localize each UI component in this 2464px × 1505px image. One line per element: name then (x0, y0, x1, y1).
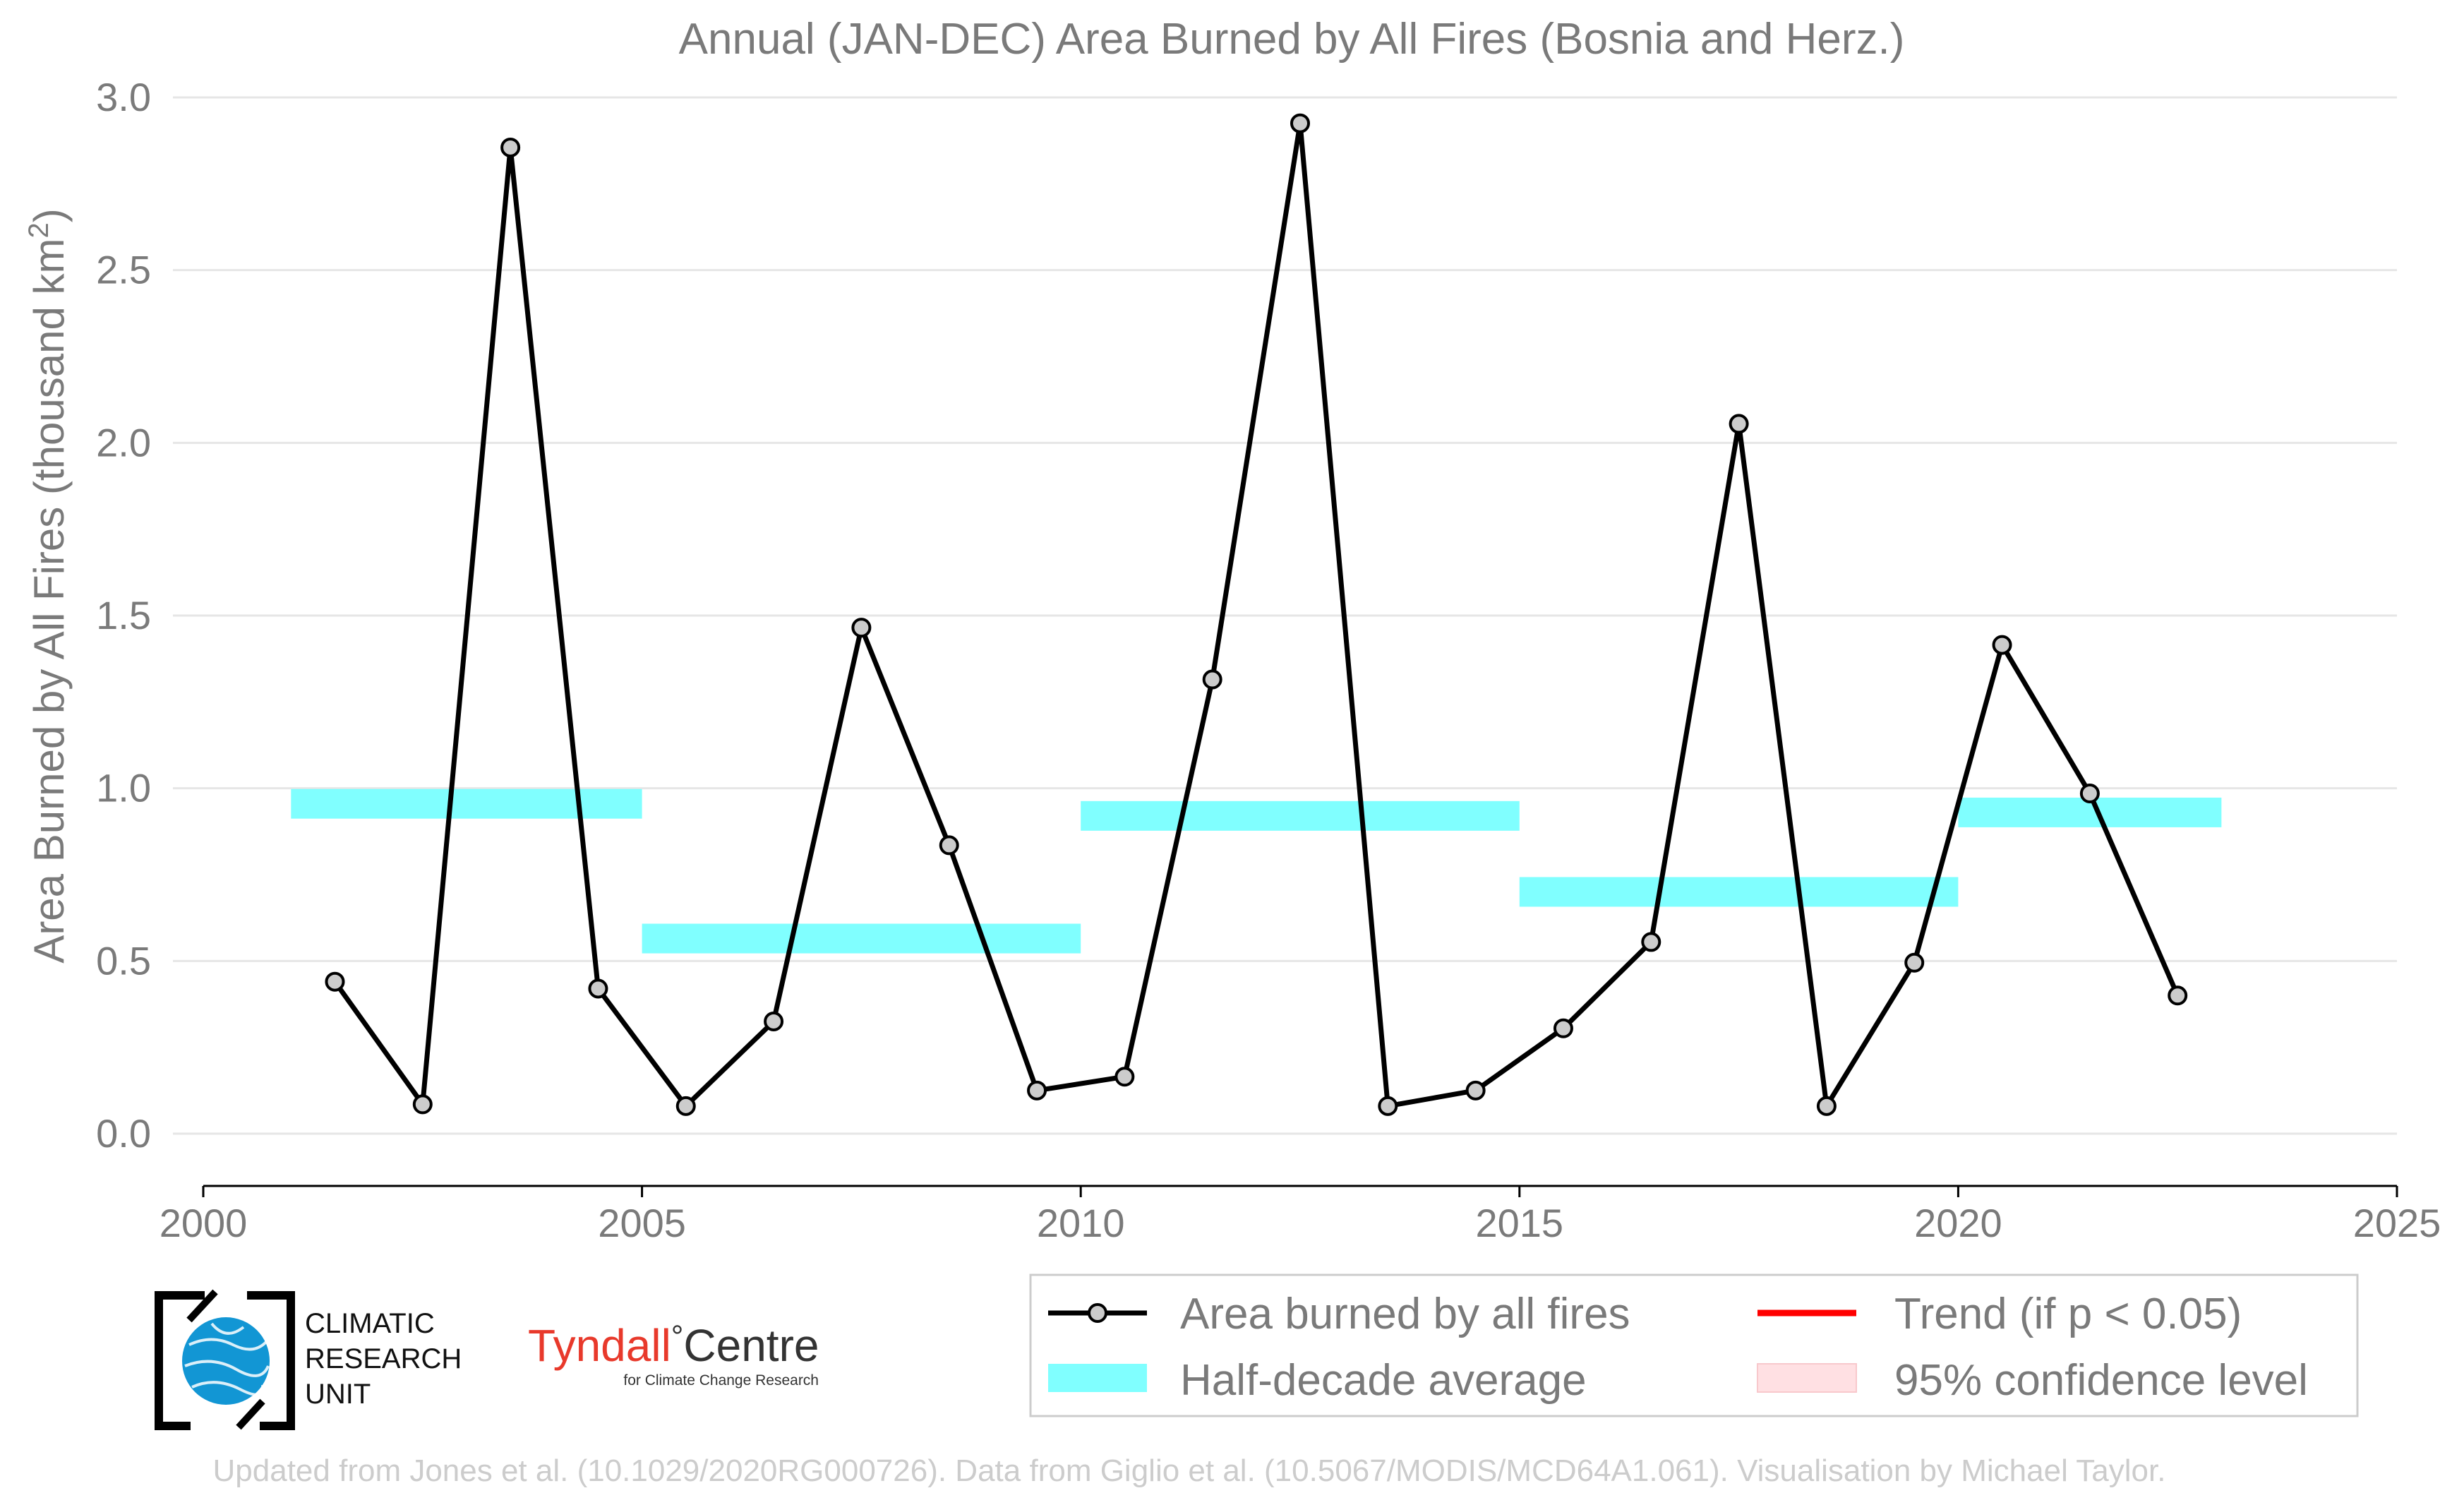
cru-text-line-3: UNIT (305, 1379, 371, 1410)
cru-globe-icon (182, 1317, 270, 1405)
y-axis-ticks: 0.0 0.5 1.0 1.5 2.0 2.5 3.0 (96, 75, 151, 1156)
data-point (1641, 932, 1661, 952)
tyndall-subtitle: for Climate Change Research (623, 1372, 819, 1389)
y-tick-label: 1.5 (96, 593, 151, 637)
cru-slash-icon (186, 1289, 265, 1430)
y-tick-label: 0.5 (96, 938, 151, 983)
legend-label-trend: Trend (if p < 0.05) (1894, 1290, 2242, 1338)
x-axis-ticks: 2000 2005 2010 2015 2020 2025 (160, 1186, 2441, 1245)
legend-label-half-decade: Half-decade average (1180, 1356, 1587, 1405)
half-decade-average-band (1081, 801, 1520, 831)
y-tick-label: 1.0 (96, 766, 151, 810)
data-point (1816, 1096, 1837, 1116)
legend-box (1029, 1273, 2359, 1417)
y-tick-label: 2.0 (96, 420, 151, 464)
x-tick-label: 2010 (1037, 1201, 1125, 1245)
x-tick-label: 2000 (160, 1201, 248, 1245)
data-point (1729, 414, 1749, 434)
x-tick-label: 2015 (1476, 1201, 1564, 1245)
data-point (764, 1011, 784, 1031)
data-point (2168, 985, 2188, 1006)
series-line (332, 121, 2180, 1109)
cru-text-line-2: RESEARCH (305, 1343, 462, 1374)
data-point (1904, 952, 1925, 973)
credit-line: Updated from Jones et al. (10.1029/2020R… (213, 1453, 2166, 1488)
x-tick-label: 2005 (598, 1201, 686, 1245)
data-point (1114, 1067, 1135, 1087)
y-tick-label: 0.0 (96, 1111, 151, 1156)
legend-marker-area-burned (1088, 1303, 1107, 1323)
tyndall-logo: Tyndall°Centre for Climate Change Resear… (528, 1319, 819, 1389)
data-point (1553, 1018, 1573, 1038)
data-point (412, 1094, 433, 1115)
data-point (1027, 1080, 1047, 1101)
legend-label-area-burned: Area burned by all fires (1180, 1290, 1630, 1338)
half-decade-average-bands (291, 789, 2222, 954)
half-decade-average-band (642, 923, 1081, 954)
cru-text-line-1: CLIMATIC (305, 1308, 435, 1339)
half-decade-average-band (1519, 877, 1959, 907)
cru-logo: CLIMATIC RESEARCH UNIT (155, 1289, 462, 1430)
y-tick-label: 2.5 (96, 248, 151, 292)
series-area-burned (325, 113, 2188, 1116)
y-tick-label: 3.0 (96, 75, 151, 119)
cru-bracket-icon (155, 1291, 295, 1430)
x-tick-label: 2020 (1914, 1201, 2002, 1245)
data-point (1290, 113, 1310, 133)
data-point (1992, 635, 2012, 655)
data-point (500, 137, 521, 157)
data-point (1202, 669, 1222, 690)
data-point (2079, 784, 2100, 804)
grid (173, 96, 2397, 1135)
data-point (675, 1096, 696, 1116)
cru-globe-contours-icon (184, 1322, 270, 1396)
data-point (325, 971, 345, 992)
half-decade-average-band (291, 789, 642, 819)
legend-swatch-confidence (1757, 1363, 1857, 1393)
data-point (939, 835, 959, 856)
data-point (851, 618, 872, 638)
data-point (1378, 1096, 1398, 1116)
y-axis-label: Area Burned by All Fires (thousand km2) (23, 208, 73, 963)
tyndall-title: Tyndall°Centre (528, 1319, 819, 1371)
x-tick-label: 2025 (2353, 1201, 2441, 1245)
legend: Area burned by all fires Half-decade ave… (1029, 1273, 2359, 1417)
data-point (1465, 1080, 1486, 1101)
legend-label-confidence: 95% confidence level (1894, 1356, 2308, 1405)
legend-swatch-half-decade (1048, 1364, 1147, 1392)
chart-title: Annual (JAN-DEC) Area Burned by All Fire… (679, 15, 1905, 64)
data-point (588, 978, 608, 999)
